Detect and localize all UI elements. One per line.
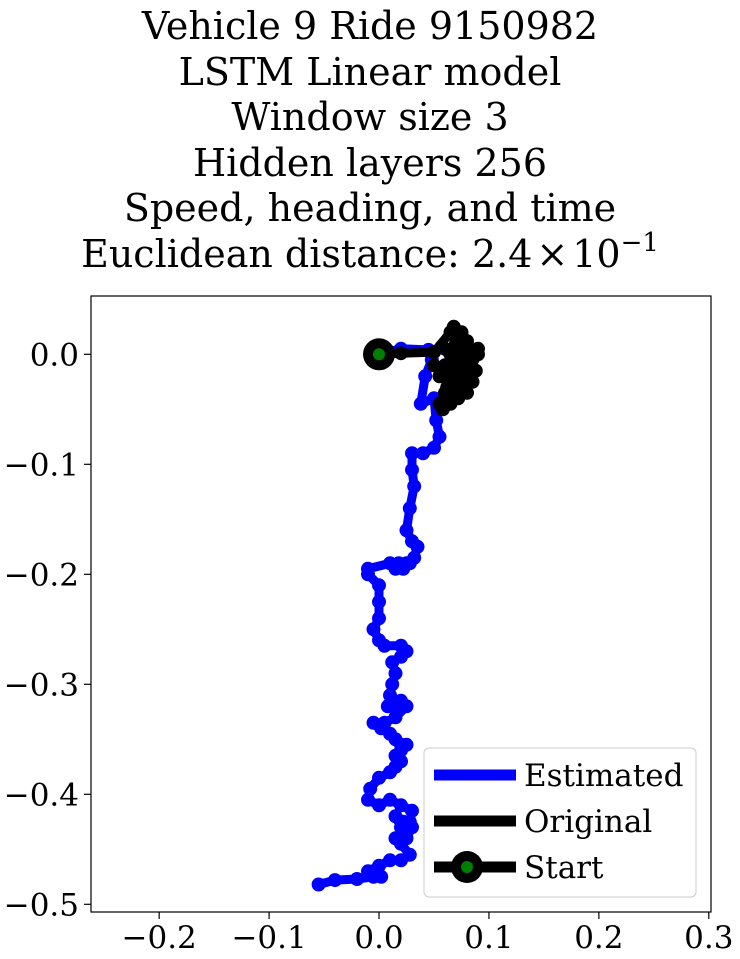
x-tick-label: 0.1 [464, 920, 513, 956]
point-estimated [405, 820, 419, 835]
point-estimated [372, 798, 386, 813]
x-tick-label: 0.3 [684, 920, 733, 956]
y-tick-label: −0.5 [4, 887, 79, 923]
point-estimated [399, 523, 414, 538]
point-estimated [377, 638, 392, 653]
point-original [427, 358, 441, 373]
point-original [394, 346, 408, 361]
point-estimated [416, 446, 430, 461]
point-estimated [394, 853, 408, 868]
point-original [457, 352, 472, 367]
x-tick-label: 0.0 [354, 920, 403, 956]
point-original [427, 345, 441, 360]
point-estimated [361, 792, 375, 807]
start-marker-inner [373, 348, 386, 361]
point-original [471, 347, 485, 362]
point-original [444, 369, 459, 384]
title-line-2: LSTM Linear model [178, 49, 562, 94]
point-estimated [383, 792, 397, 807]
y-tick-label: −0.4 [4, 777, 79, 813]
point-original [432, 396, 447, 411]
legend-box [423, 747, 697, 898]
point-estimated [394, 798, 408, 813]
point-estimated [366, 622, 381, 637]
point-estimated [402, 501, 417, 516]
title-line-metric: Euclidean distance: 2.4 × 10−1 [0, 230, 740, 278]
title-line-1: Vehicle 9 Ride 9150982 [141, 4, 599, 48]
legend-label-start: Start [524, 850, 604, 886]
legend-label-original: Original [524, 804, 652, 840]
point-estimated [388, 809, 403, 824]
metric-exponent: −1 [620, 227, 659, 258]
point-estimated [405, 446, 419, 461]
y-tick-label: 0.0 [30, 337, 79, 373]
point-estimated [418, 369, 433, 384]
y-tick-label: −0.3 [4, 667, 79, 703]
point-estimated [405, 462, 419, 477]
point-estimated [385, 655, 400, 670]
chart-title: Vehicle 9 Ride 9150982 LSTM Linear model… [0, 4, 740, 277]
point-estimated [372, 858, 386, 873]
legend-start-marker-inner [461, 861, 473, 873]
point-estimated [311, 877, 326, 892]
point-original [460, 385, 474, 400]
metric-times: × [536, 231, 569, 276]
point-estimated [432, 429, 447, 444]
point-estimated [427, 440, 441, 455]
metric-base: 10 [572, 231, 621, 276]
point-original [462, 369, 477, 384]
metric-mantissa: 2.4 [471, 231, 533, 276]
legend-label-estimated: Estimated [524, 758, 683, 794]
point-estimated [366, 869, 381, 884]
point-estimated [372, 578, 386, 593]
point-estimated [372, 594, 386, 609]
point-estimated [383, 765, 397, 780]
point-estimated [385, 677, 400, 692]
plot-area [311, 319, 485, 892]
point-estimated [429, 413, 444, 428]
point-original [449, 336, 463, 351]
point-estimated [361, 567, 375, 582]
point-estimated [363, 781, 378, 796]
y-tick-label: −0.2 [4, 557, 79, 593]
series-points-estimated [311, 341, 447, 892]
x-tick-label: 0.2 [574, 920, 623, 956]
point-estimated [405, 803, 419, 818]
point-original [438, 341, 452, 356]
point-estimated [383, 556, 397, 571]
point-original [454, 325, 469, 340]
point-estimated [328, 873, 342, 888]
point-estimated [388, 710, 403, 725]
title-line-5: Speed, heading, and time [123, 186, 617, 230]
legend: Estimated Original Start [423, 747, 697, 898]
point-original [438, 358, 452, 373]
point-estimated [372, 611, 386, 626]
point-estimated [410, 539, 425, 554]
point-estimated [350, 872, 364, 886]
point-original [432, 369, 447, 384]
point-estimated [413, 396, 428, 411]
point-estimated [394, 820, 408, 835]
point-estimated [407, 479, 422, 494]
metric-label: Euclidean distance: [81, 231, 472, 276]
point-estimated [399, 699, 414, 714]
x-tick-label: −0.2 [122, 920, 197, 956]
point-estimated [383, 853, 397, 868]
title-line-3: Window size 3 [231, 95, 509, 139]
point-estimated [383, 688, 397, 703]
point-estimated [372, 770, 386, 785]
point-estimated [388, 666, 403, 681]
title-line-4: Hidden layers 256 [192, 140, 548, 185]
x-tick-label: −0.1 [231, 920, 306, 956]
series-points-original [372, 319, 485, 417]
axes-frame [90, 295, 712, 913]
y-tick-label: −0.1 [4, 447, 79, 483]
ticks: −0.2 −0.1 0.0 0.1 0.2 0.3 0.0 −0.1 −0.2 −0.3 −0.4 −… [4, 337, 734, 956]
point-original [446, 391, 461, 406]
point-estimated [394, 836, 408, 851]
point-original [440, 380, 455, 395]
